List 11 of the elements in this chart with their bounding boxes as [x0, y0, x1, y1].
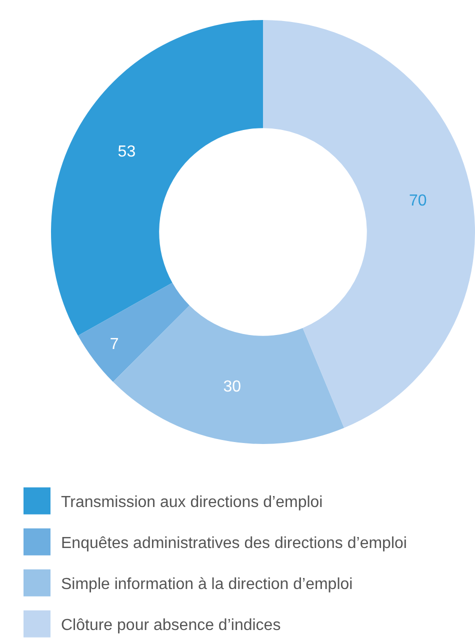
data-label: 53: [118, 144, 136, 161]
data-label: 30: [223, 378, 242, 396]
data-label: 70: [408, 192, 427, 210]
donut-slice: [51, 20, 263, 336]
donut-slice: [78, 282, 190, 382]
legend-label: Enquêtes administratives des directions d’emploi: [61, 535, 407, 552]
legend-label: Clôture pour absence d’indices: [61, 617, 281, 634]
donut-slice: [263, 20, 475, 428]
legend-label: Transmission aux directions d’emploi: [61, 494, 323, 512]
legend-label: Simple information à la direction d’emploi: [61, 576, 353, 594]
data-label: 7: [110, 336, 119, 354]
